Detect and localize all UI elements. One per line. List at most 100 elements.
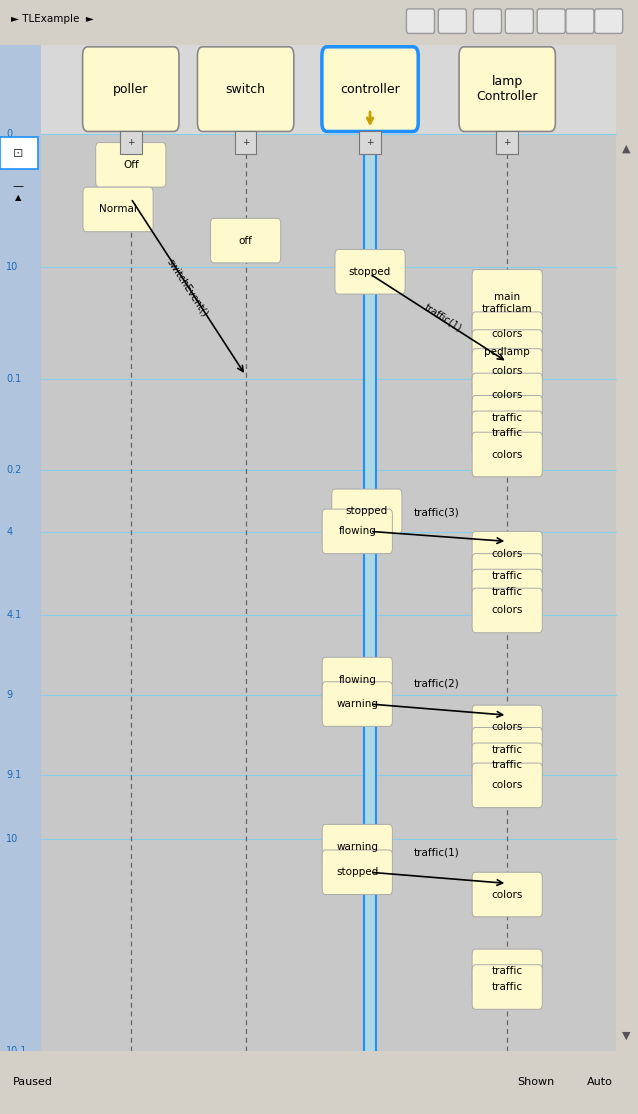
Text: colors: colors [491, 391, 523, 400]
FancyBboxPatch shape [197, 47, 293, 131]
Text: +: + [366, 138, 374, 147]
Text: colors: colors [491, 606, 523, 615]
FancyBboxPatch shape [472, 743, 542, 788]
FancyBboxPatch shape [472, 965, 542, 1009]
Text: colors: colors [491, 450, 523, 459]
FancyBboxPatch shape [0, 0, 638, 45]
FancyBboxPatch shape [566, 9, 594, 33]
Text: colors: colors [491, 890, 523, 899]
Text: 4.1: 4.1 [6, 610, 22, 619]
Text: traffic: traffic [492, 983, 523, 991]
Text: Normal: Normal [99, 205, 137, 214]
FancyBboxPatch shape [459, 47, 555, 131]
FancyBboxPatch shape [0, 134, 41, 1051]
FancyBboxPatch shape [595, 9, 623, 33]
FancyBboxPatch shape [322, 682, 392, 726]
FancyBboxPatch shape [472, 554, 542, 598]
FancyBboxPatch shape [616, 45, 638, 134]
Text: colors: colors [491, 549, 523, 558]
Text: ► TLExample  ►: ► TLExample ► [11, 14, 94, 23]
Text: 0: 0 [6, 129, 13, 138]
FancyBboxPatch shape [335, 250, 405, 294]
FancyBboxPatch shape [82, 47, 179, 131]
Text: colors: colors [491, 330, 523, 339]
Text: colors: colors [491, 781, 523, 790]
FancyBboxPatch shape [211, 218, 281, 263]
Text: 0.2: 0.2 [6, 466, 22, 475]
Text: traffic: traffic [492, 571, 523, 580]
Text: +: + [127, 138, 135, 147]
Text: traffic: traffic [492, 967, 523, 976]
Text: traffic: traffic [492, 587, 523, 596]
Text: traffic: traffic [492, 429, 523, 438]
FancyBboxPatch shape [472, 872, 542, 917]
Text: ⊡: ⊡ [13, 147, 24, 160]
Text: traffic: traffic [492, 413, 523, 422]
Text: ▲: ▲ [15, 193, 22, 202]
Text: Shown: Shown [517, 1077, 554, 1087]
FancyBboxPatch shape [0, 137, 38, 169]
Text: 10: 10 [6, 263, 19, 272]
FancyBboxPatch shape [332, 489, 402, 534]
FancyBboxPatch shape [0, 1051, 638, 1114]
Text: traffic(1): traffic(1) [414, 848, 460, 857]
Text: 10.1: 10.1 [6, 1046, 28, 1055]
Text: colors: colors [491, 367, 523, 375]
Text: poller: poller [113, 82, 149, 96]
FancyBboxPatch shape [472, 949, 542, 994]
Text: controller: controller [340, 82, 400, 96]
FancyBboxPatch shape [322, 509, 392, 554]
Text: stopped: stopped [336, 868, 378, 877]
FancyBboxPatch shape [496, 131, 518, 154]
Text: traffic: traffic [492, 761, 523, 770]
Text: 10: 10 [6, 834, 19, 843]
FancyBboxPatch shape [359, 131, 381, 154]
FancyBboxPatch shape [364, 134, 376, 1051]
Text: +: + [242, 138, 249, 147]
Text: colors: colors [491, 723, 523, 732]
FancyBboxPatch shape [472, 411, 542, 456]
Text: ▼: ▼ [622, 1032, 631, 1040]
Text: 9: 9 [6, 691, 13, 700]
FancyBboxPatch shape [472, 531, 542, 576]
Text: traffic(3): traffic(3) [414, 508, 460, 517]
FancyBboxPatch shape [472, 727, 542, 772]
Text: Auto: Auto [587, 1077, 613, 1087]
Text: warning: warning [336, 842, 378, 851]
FancyBboxPatch shape [473, 9, 501, 33]
Text: traffic(2): traffic(2) [414, 680, 460, 688]
Text: switch: switch [226, 82, 265, 96]
FancyBboxPatch shape [472, 569, 542, 614]
Text: switchEvent(): switchEvent() [165, 256, 209, 319]
Text: 9.1: 9.1 [6, 771, 22, 780]
Text: main
trafficlam: main trafficlam [482, 292, 533, 314]
FancyBboxPatch shape [0, 45, 41, 134]
FancyBboxPatch shape [235, 131, 256, 154]
Text: stopped: stopped [349, 267, 391, 276]
Text: traffic(1): traffic(1) [423, 302, 464, 333]
FancyBboxPatch shape [472, 705, 542, 750]
Text: flowing: flowing [338, 527, 376, 536]
FancyBboxPatch shape [322, 47, 419, 131]
FancyBboxPatch shape [472, 373, 542, 418]
Text: —: — [13, 182, 24, 190]
FancyBboxPatch shape [472, 395, 542, 440]
Text: Off: Off [123, 160, 138, 169]
Text: Paused: Paused [13, 1077, 53, 1087]
Text: traffic: traffic [492, 745, 523, 754]
Text: off: off [239, 236, 253, 245]
FancyBboxPatch shape [322, 824, 392, 869]
Text: lamp
Controller: lamp Controller [477, 75, 538, 104]
FancyBboxPatch shape [537, 9, 565, 33]
FancyBboxPatch shape [83, 187, 153, 232]
FancyBboxPatch shape [472, 349, 542, 393]
FancyBboxPatch shape [472, 270, 542, 336]
FancyBboxPatch shape [322, 657, 392, 702]
Text: flowing: flowing [338, 675, 376, 684]
FancyBboxPatch shape [96, 143, 166, 187]
FancyBboxPatch shape [438, 9, 466, 33]
FancyBboxPatch shape [616, 134, 638, 1051]
FancyBboxPatch shape [0, 45, 638, 134]
Text: 4: 4 [6, 528, 13, 537]
FancyBboxPatch shape [472, 588, 542, 633]
